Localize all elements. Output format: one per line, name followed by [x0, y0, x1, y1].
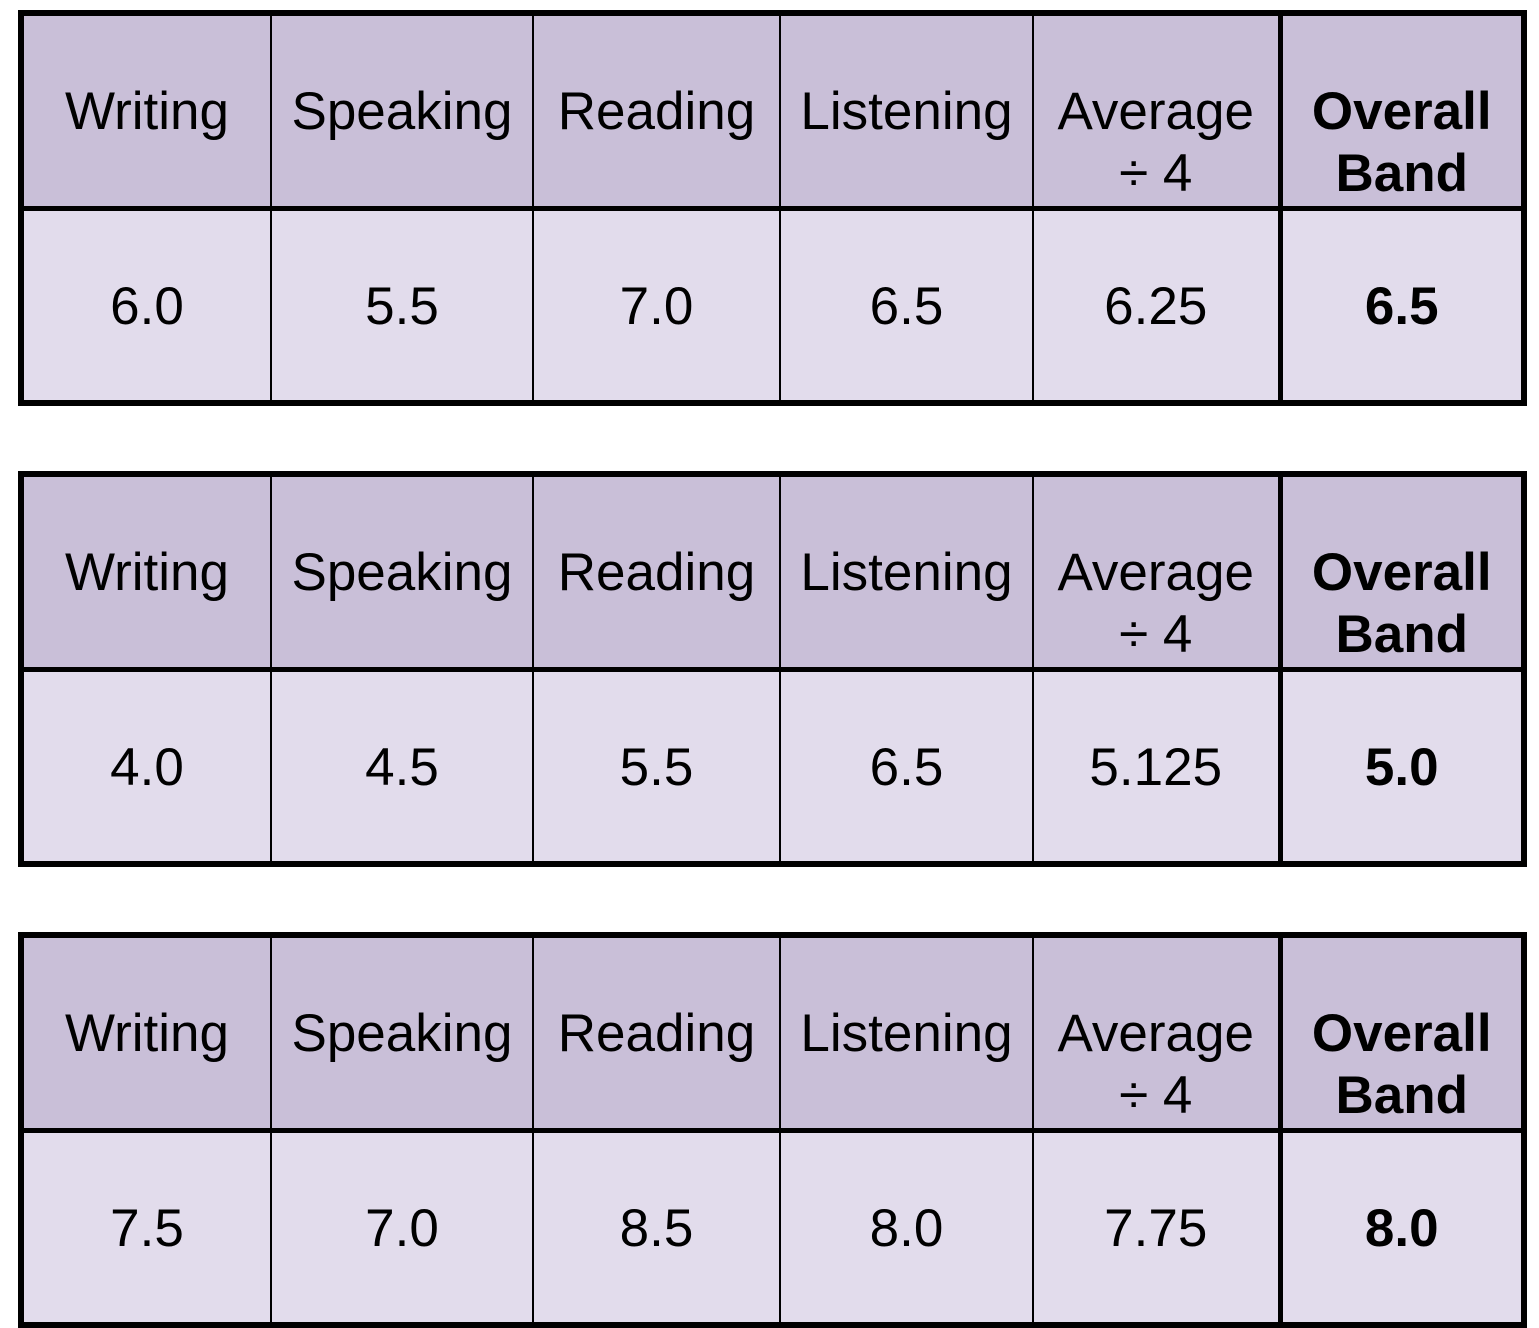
score-cell-average: 7.75 — [1032, 1129, 1281, 1326]
header-row: Writing Speaking Reading Listening Avera… — [20, 934, 1525, 1133]
header-label: Speaking — [291, 543, 513, 602]
header-cell-listening: Listening — [779, 12, 1034, 211]
header-label-line2: Band — [1335, 144, 1469, 203]
score-cell-reading: 5.5 — [532, 668, 781, 865]
score-row: 7.5 7.0 8.5 8.0 7.75 8.0 — [20, 1129, 1525, 1326]
header-cell-writing: Writing — [20, 12, 272, 211]
header-label: Reading — [557, 1004, 756, 1063]
header-label: Overall — [1311, 543, 1492, 602]
score-cell-reading: 7.0 — [532, 207, 781, 404]
header-label: Reading — [557, 82, 756, 141]
header-cell-average: Average ÷ 4 — [1032, 934, 1281, 1133]
score-cell-listening: 6.5 — [779, 668, 1034, 865]
header-cell-speaking: Speaking — [270, 12, 534, 211]
band-score-table-2: Writing Speaking Reading Listening Avera… — [18, 471, 1527, 867]
header-label: Average — [1057, 82, 1254, 141]
header-cell-average: Average ÷ 4 — [1032, 12, 1281, 211]
header-cell-listening: Listening — [779, 473, 1034, 672]
header-label: Reading — [557, 543, 756, 602]
header-label: Listening — [800, 82, 1013, 141]
header-label: Writing — [65, 543, 229, 602]
header-label-line2: ÷ 4 — [1119, 1066, 1193, 1125]
score-cell-listening: 8.0 — [779, 1129, 1034, 1326]
header-row: Writing Speaking Reading Listening Avera… — [20, 12, 1525, 211]
score-cell-average: 5.125 — [1032, 668, 1281, 865]
header-cell-reading: Reading — [532, 934, 781, 1133]
score-cell-overall-band: 6.5 — [1277, 207, 1525, 404]
header-cell-listening: Listening — [779, 934, 1034, 1133]
score-cell-overall-band: 5.0 — [1277, 668, 1525, 865]
header-label: Writing — [65, 1004, 229, 1063]
score-cell-reading: 8.5 — [532, 1129, 781, 1326]
score-cell-speaking: 4.5 — [270, 668, 534, 865]
header-label: Overall — [1311, 1004, 1492, 1063]
header-label: Listening — [800, 543, 1013, 602]
header-cell-reading: Reading — [532, 473, 781, 672]
header-label-line2: Band — [1335, 1066, 1469, 1125]
header-label: Average — [1057, 543, 1254, 602]
header-cell-writing: Writing — [20, 473, 272, 672]
score-cell-writing: 7.5 — [20, 1129, 272, 1326]
header-label: Speaking — [291, 82, 513, 141]
score-cell-average: 6.25 — [1032, 207, 1281, 404]
header-label-line2: Band — [1335, 605, 1469, 664]
score-cell-speaking: 5.5 — [270, 207, 534, 404]
header-cell-average: Average ÷ 4 — [1032, 473, 1281, 672]
header-label: Listening — [800, 1004, 1013, 1063]
score-cell-listening: 6.5 — [779, 207, 1034, 404]
header-cell-speaking: Speaking — [270, 473, 534, 672]
header-label: Overall — [1311, 82, 1492, 141]
score-cell-speaking: 7.0 — [270, 1129, 534, 1326]
header-label-line2: ÷ 4 — [1119, 605, 1193, 664]
header-label-line2: ÷ 4 — [1119, 144, 1193, 203]
band-score-table-1: Writing Speaking Reading Listening Avera… — [18, 10, 1527, 406]
header-cell-reading: Reading — [532, 12, 781, 211]
score-cell-overall-band: 8.0 — [1277, 1129, 1525, 1326]
header-label: Average — [1057, 1004, 1254, 1063]
header-label: Speaking — [291, 1004, 513, 1063]
header-cell-overall-band: Overall Band — [1277, 934, 1525, 1133]
score-row: 6.0 5.5 7.0 6.5 6.25 6.5 — [20, 207, 1525, 404]
header-cell-speaking: Speaking — [270, 934, 534, 1133]
score-cell-writing: 4.0 — [20, 668, 272, 865]
band-score-table-3: Writing Speaking Reading Listening Avera… — [18, 932, 1527, 1328]
header-cell-writing: Writing — [20, 934, 272, 1133]
header-cell-overall-band: Overall Band — [1277, 473, 1525, 672]
score-cell-writing: 6.0 — [20, 207, 272, 404]
header-row: Writing Speaking Reading Listening Avera… — [20, 473, 1525, 672]
header-label: Writing — [65, 82, 229, 141]
score-row: 4.0 4.5 5.5 6.5 5.125 5.0 — [20, 668, 1525, 865]
header-cell-overall-band: Overall Band — [1277, 12, 1525, 211]
